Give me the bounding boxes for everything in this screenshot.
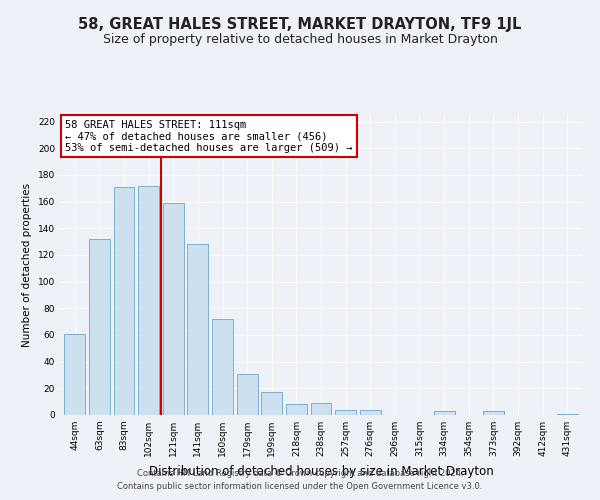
Bar (360, 410, 381, 415)
Y-axis label: Number of detached properties: Number of detached properties (22, 183, 32, 347)
Bar (311, 403, 331, 415)
Text: 58 GREAT HALES STREET: 111sqm
← 47% of detached houses are smaller (456)
53% of : 58 GREAT HALES STREET: 111sqm ← 47% of d… (65, 120, 353, 152)
Text: Contains HM Land Registry data © Crown copyright and database right 2024.: Contains HM Land Registry data © Crown c… (137, 468, 463, 477)
Bar (335, 410, 356, 415)
Bar (236, 374, 257, 415)
Text: Contains public sector information licensed under the Open Government Licence v3: Contains public sector information licen… (118, 482, 482, 491)
Bar (113, 187, 134, 415)
Bar (212, 319, 233, 415)
Bar (64, 334, 85, 415)
Bar (434, 411, 455, 415)
Bar (261, 392, 282, 415)
Bar (187, 244, 208, 415)
Bar (483, 411, 504, 415)
Bar (163, 203, 184, 415)
Bar (557, 414, 578, 415)
Text: Size of property relative to detached houses in Market Drayton: Size of property relative to detached ho… (103, 32, 497, 46)
Bar (286, 404, 307, 415)
Text: 58, GREAT HALES STREET, MARKET DRAYTON, TF9 1JL: 58, GREAT HALES STREET, MARKET DRAYTON, … (79, 18, 521, 32)
Bar (89, 239, 110, 415)
Bar (138, 186, 159, 415)
X-axis label: Distribution of detached houses by size in Market Drayton: Distribution of detached houses by size … (149, 464, 493, 477)
